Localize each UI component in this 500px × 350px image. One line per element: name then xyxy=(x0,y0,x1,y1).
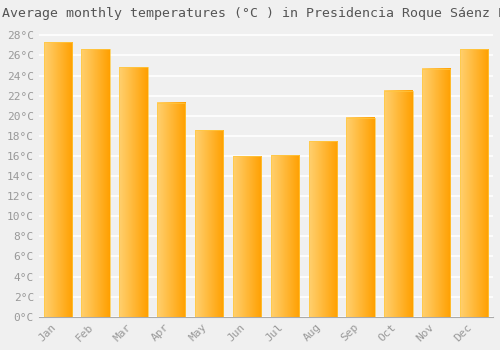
Bar xyxy=(82,49,110,317)
Bar xyxy=(308,141,337,317)
Bar xyxy=(233,156,261,317)
Bar xyxy=(346,118,375,317)
Bar xyxy=(119,68,148,317)
Bar xyxy=(157,103,186,317)
Bar xyxy=(195,130,224,317)
Bar xyxy=(195,130,224,317)
Bar xyxy=(422,69,450,317)
Bar xyxy=(44,42,72,317)
Bar xyxy=(460,49,488,317)
Bar xyxy=(308,141,337,317)
Bar xyxy=(119,68,148,317)
Bar xyxy=(270,155,299,317)
Bar xyxy=(346,118,375,317)
Bar xyxy=(384,91,412,317)
Bar xyxy=(157,103,186,317)
Bar xyxy=(82,49,110,317)
Bar xyxy=(233,156,261,317)
Bar xyxy=(460,49,488,317)
Bar xyxy=(270,155,299,317)
Title: Average monthly temperatures (°C ) in Presidencia Roque Sáenz Peña: Average monthly temperatures (°C ) in Pr… xyxy=(2,7,500,20)
Bar xyxy=(422,69,450,317)
Bar xyxy=(44,42,72,317)
Bar xyxy=(384,91,412,317)
